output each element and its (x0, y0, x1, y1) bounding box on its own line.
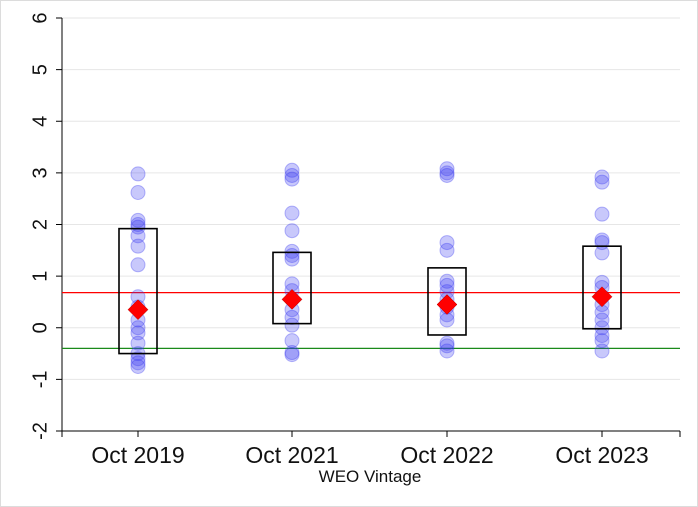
data-point (594, 320, 610, 336)
data-point (284, 167, 300, 183)
range-box (582, 245, 622, 330)
x-ticks: Oct 2019 Oct 2021 Oct 2022 Oct 2023 (61, 431, 681, 468)
data-point (439, 335, 455, 351)
data-point (284, 243, 300, 259)
data-point (284, 223, 300, 239)
data-point (284, 309, 300, 325)
y-tick-label: 3 (29, 167, 51, 178)
y-tick-label: 6 (29, 12, 51, 23)
y-tick-label: -2 (29, 422, 51, 440)
data-point (594, 333, 610, 349)
gridlines (62, 17, 680, 380)
data-point (439, 273, 455, 289)
data-point (594, 174, 610, 190)
data-point (130, 355, 146, 371)
data-points (130, 161, 610, 374)
data-point (284, 317, 300, 333)
data-point (284, 251, 300, 267)
x-tick-label: Oct 2023 (555, 442, 648, 468)
data-point (439, 343, 455, 359)
data-point (594, 312, 610, 328)
median-marker (281, 289, 303, 310)
data-point (439, 312, 455, 328)
x-tick-label: Oct 2021 (245, 442, 338, 468)
data-point (284, 171, 300, 187)
median-markers (127, 286, 613, 321)
data-point (130, 320, 146, 336)
y-tick-label: 5 (29, 64, 51, 75)
data-point (130, 325, 146, 341)
y-tick-label: 4 (29, 116, 51, 127)
data-point (439, 167, 455, 183)
y-ticks: -2 -1 0 1 2 3 4 5 6 (29, 12, 62, 440)
y-tick-label: 0 (29, 322, 51, 333)
range-box (427, 267, 467, 336)
data-point (130, 257, 146, 273)
data-point (130, 212, 146, 228)
data-point (439, 161, 455, 177)
x-axis-title: WEO Vintage (319, 467, 422, 486)
data-point (130, 358, 146, 374)
range-box (118, 227, 158, 355)
data-point (439, 242, 455, 258)
data-point (284, 345, 300, 361)
y-tick-label: 1 (29, 271, 51, 282)
data-point (130, 238, 146, 254)
data-point (439, 277, 455, 293)
data-point (439, 338, 455, 354)
data-point (284, 347, 300, 363)
data-point (594, 245, 610, 261)
data-point (284, 205, 300, 221)
data-point (594, 206, 610, 222)
data-point (284, 333, 300, 349)
median-marker (436, 294, 458, 315)
data-point (130, 351, 146, 367)
data-point (130, 219, 146, 235)
range-box (272, 251, 312, 325)
x-tick-label: Oct 2022 (400, 442, 493, 468)
data-point (594, 232, 610, 248)
data-point (130, 166, 146, 182)
data-point (439, 165, 455, 181)
data-point (594, 169, 610, 185)
data-point (439, 235, 455, 251)
x-tick-label: Oct 2019 (91, 442, 184, 468)
data-point (594, 343, 610, 359)
median-marker (127, 299, 149, 321)
reference-lines (62, 292, 680, 349)
y-tick-label: 2 (29, 219, 51, 230)
range-boxes (118, 227, 622, 355)
median-marker (591, 286, 613, 308)
data-point (130, 184, 146, 200)
data-point (284, 162, 300, 178)
y-tick-label: -1 (29, 370, 51, 388)
data-point (130, 335, 146, 351)
